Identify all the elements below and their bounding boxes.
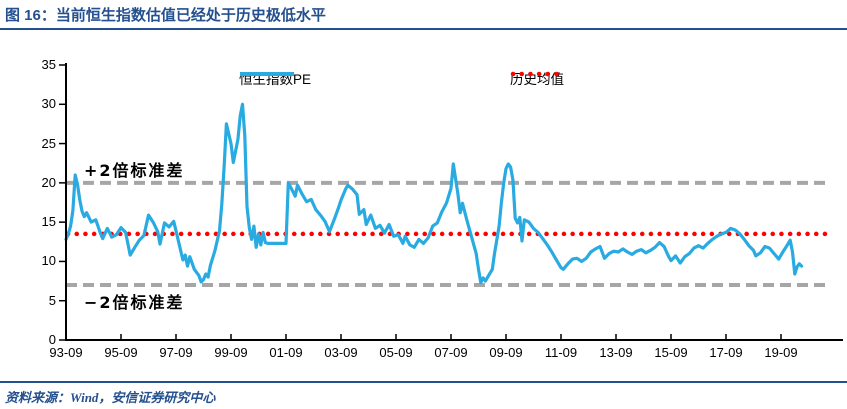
x-axis-tick-label: 99-09	[214, 345, 248, 360]
y-axis-tick-label: 30	[41, 96, 56, 112]
y-axis-tick-label: 25	[41, 135, 56, 151]
chart-canvas	[59, 63, 843, 341]
x-axis-tick-label: 19-09	[764, 345, 798, 360]
y-axis-tick-label: 10	[41, 253, 56, 269]
source-note: 资料来源：Wind，安信证券研究中心	[5, 389, 216, 405]
legend-label-mean: 历史均值	[510, 72, 564, 87]
legend-line-sample	[240, 72, 294, 76]
x-axis-tick-label: 05-09	[379, 345, 413, 360]
y-axis-tick-label: 20	[41, 174, 56, 190]
x-axis-tick-label: 01-09	[269, 345, 303, 360]
y-axis-tick-label: 35	[41, 57, 56, 72]
legend-dots-sample	[510, 71, 566, 77]
figure-header: 图 16： 当前恒生指数估值已经处于历史极低水平	[0, 0, 847, 30]
x-axis-tick-label: 07-09	[434, 345, 468, 360]
y-axis-tick-label: 0	[48, 332, 56, 347]
x-axis-tick-label: 13-09	[599, 345, 633, 360]
legend-item-hsi-pe: 恒生指数PE	[239, 69, 311, 87]
x-axis-tick-label: 09-09	[489, 345, 523, 360]
annotation-plus-2sd: +2倍标准差	[84, 161, 185, 180]
y-axis-tick-label: 15	[41, 214, 56, 230]
x-axis-tick-label: 03-09	[324, 345, 358, 360]
x-axis-tick-label: 93-09	[49, 345, 83, 360]
pe-chart: 0 5 10 15 20 25 30 35 93-09 95-09 97-09 99-09 01-09…	[0, 30, 847, 380]
legend-item-mean: 历史均值	[510, 69, 566, 87]
y-axis-tick-label: 5	[48, 292, 56, 308]
figure-title: 当前恒生指数估值已经处于历史极低水平	[55, 6, 326, 24]
hsi-pe-line	[64, 102, 804, 285]
x-axis-tick-label: 11-09	[544, 345, 578, 360]
figure-number-label: 图 16：	[5, 6, 56, 24]
x-axis-tick-label: 95-09	[104, 345, 138, 360]
x-axis-tick-label: 97-09	[159, 345, 193, 360]
annotation-minus-2sd: −2倍标准差	[84, 293, 185, 312]
x-axis-tick-label: 17-09	[709, 345, 743, 360]
x-axis-tick-label: 15-09	[654, 345, 688, 360]
figure-footer: 资料来源：Wind，安信证券研究中心	[0, 381, 847, 409]
